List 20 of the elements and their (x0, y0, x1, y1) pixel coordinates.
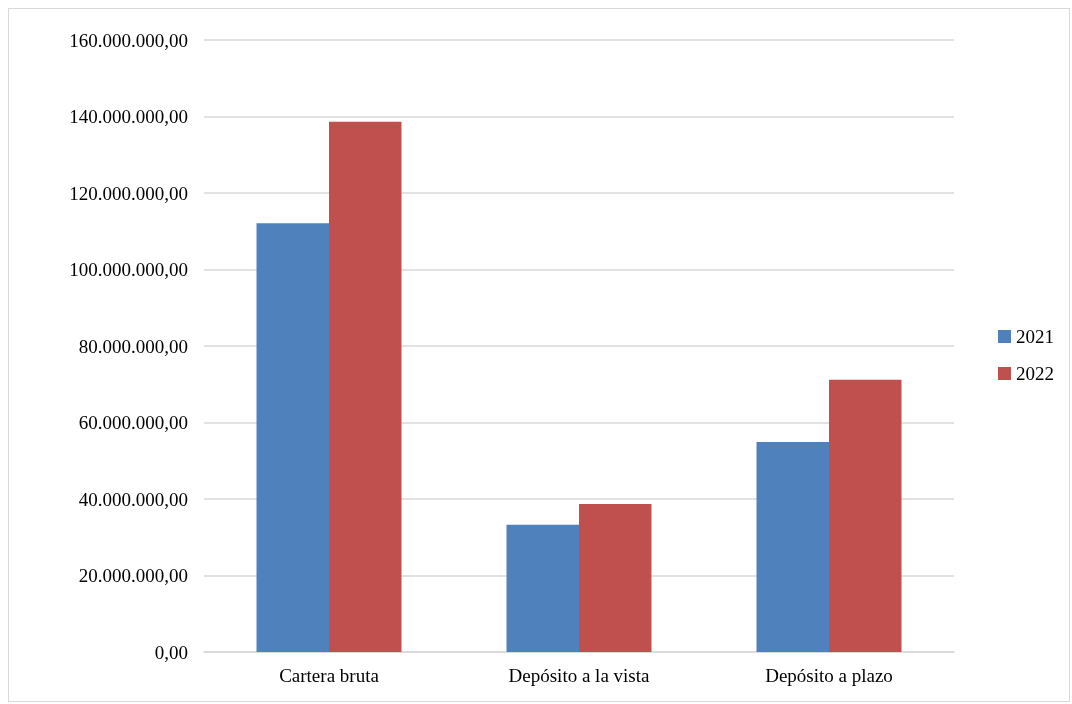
y-tick-label: 100.000.000,00 (69, 259, 188, 280)
y-tick-label: 140.000.000,00 (69, 106, 188, 127)
y-tick-label: 80.000.000,00 (78, 335, 188, 357)
y-tick-label: 160.000.000,00 (69, 29, 188, 51)
y-tick-label: 120.000.000,00 (69, 182, 188, 204)
legend-label: 2021 (1016, 326, 1054, 347)
y-tick-label: 20.000.000,00 (78, 565, 188, 586)
x-tick-label: Depósito a la vista (508, 665, 651, 686)
x-tick-label: Cartera bruta (279, 665, 380, 686)
y-tick-label: 60.000.000,00 (78, 412, 188, 433)
bar (756, 442, 829, 652)
bar (329, 121, 402, 652)
y-tick-label: 0,00 (154, 641, 188, 663)
x-tick-label: Depósito a plazo (765, 665, 893, 686)
bar (579, 503, 652, 652)
y-tick-label: 40.000.000,00 (78, 488, 188, 510)
legend-label: 2022 (1016, 363, 1054, 384)
bar (829, 379, 902, 652)
bar (506, 524, 579, 652)
bar (256, 223, 329, 652)
